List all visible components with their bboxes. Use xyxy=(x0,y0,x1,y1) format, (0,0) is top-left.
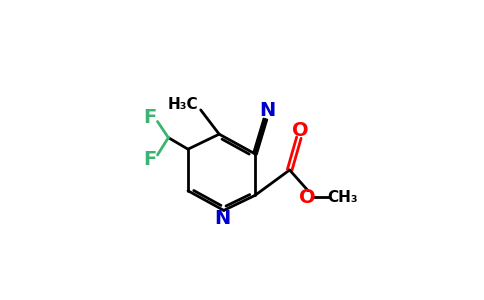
Text: N: N xyxy=(259,101,276,120)
Text: H₃C: H₃C xyxy=(168,97,199,112)
Text: N: N xyxy=(214,209,231,228)
Text: CH₃: CH₃ xyxy=(328,190,358,205)
Text: O: O xyxy=(292,121,308,140)
Text: F: F xyxy=(143,108,156,127)
Text: O: O xyxy=(299,188,315,207)
Text: F: F xyxy=(143,150,156,169)
